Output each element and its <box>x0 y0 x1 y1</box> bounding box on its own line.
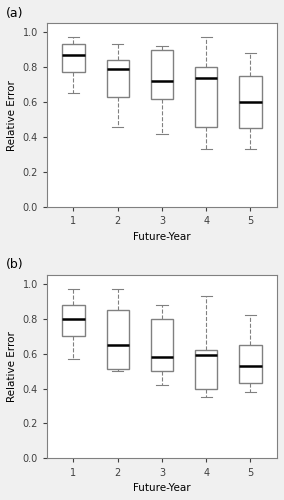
PathPatch shape <box>62 304 85 336</box>
Y-axis label: Relative Error: Relative Error <box>7 331 17 402</box>
Text: (a): (a) <box>5 7 23 20</box>
PathPatch shape <box>151 50 173 98</box>
X-axis label: Future-Year: Future-Year <box>133 232 191 241</box>
PathPatch shape <box>239 345 262 384</box>
PathPatch shape <box>107 60 129 97</box>
Y-axis label: Relative Error: Relative Error <box>7 80 17 150</box>
Text: (b): (b) <box>5 258 23 271</box>
PathPatch shape <box>62 44 85 72</box>
PathPatch shape <box>239 76 262 128</box>
PathPatch shape <box>195 350 217 389</box>
PathPatch shape <box>151 318 173 371</box>
X-axis label: Future-Year: Future-Year <box>133 483 191 493</box>
PathPatch shape <box>107 310 129 370</box>
PathPatch shape <box>195 67 217 126</box>
